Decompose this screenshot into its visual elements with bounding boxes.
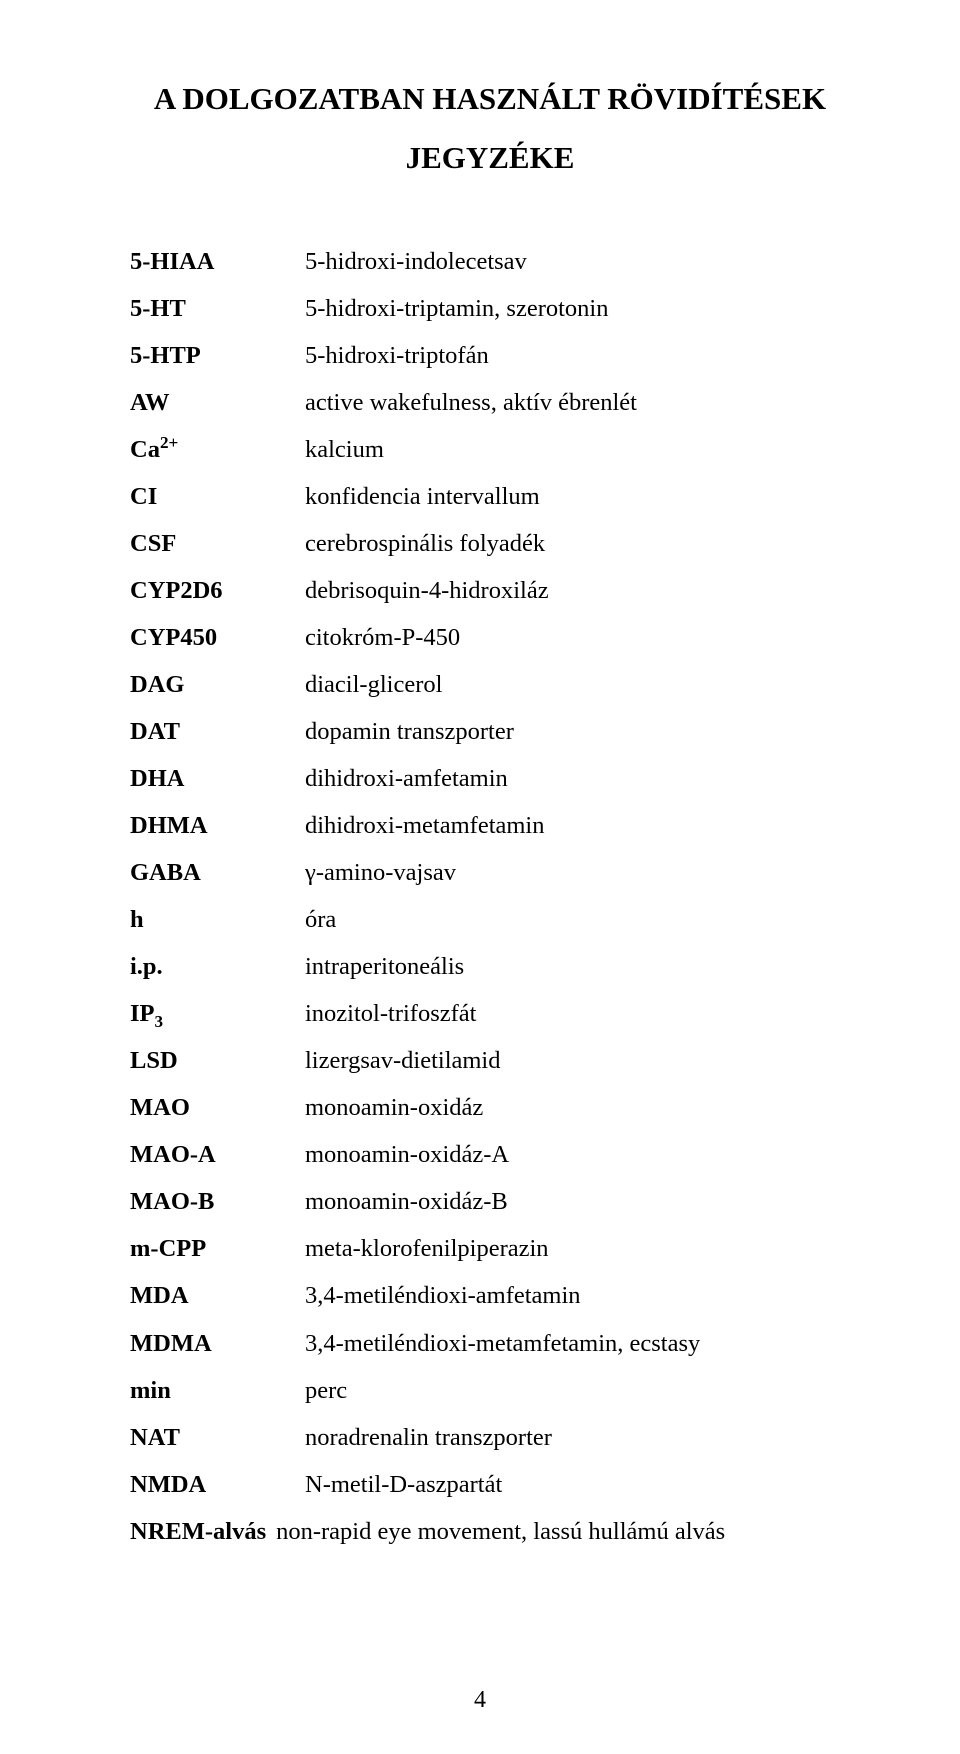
abbreviation-term: i.p. [130, 943, 305, 990]
abbreviation-row: IP3inozitol-trifoszfát [130, 990, 850, 1037]
abbreviation-superscript: 2+ [160, 433, 178, 452]
abbreviation-row: NATnoradrenalin transzporter [130, 1414, 850, 1461]
abbreviation-definition: γ-amino-vajsav [305, 849, 850, 896]
abbreviation-definition: dihidroxi-metamfetamin [305, 802, 850, 849]
abbreviation-definition: 5-hidroxi-indolecetsav [305, 238, 850, 285]
abbreviation-definition: active wakefulness, aktív ébrenlét [305, 379, 850, 426]
abbreviation-row: MAOmonoamin-oxidáz [130, 1084, 850, 1131]
abbreviation-term: MAO-B [130, 1178, 305, 1225]
abbreviation-row: CIkonfidencia intervallum [130, 473, 850, 520]
abbreviation-definition: monoamin-oxidáz-A [305, 1131, 850, 1178]
abbreviation-row: Ca2+kalcium [130, 426, 850, 473]
page-number: 4 [0, 1687, 960, 1714]
abbreviation-term: MDMA [130, 1320, 305, 1367]
abbreviation-definition: dihidroxi-amfetamin [305, 755, 850, 802]
abbreviation-row: DHAdihidroxi-amfetamin [130, 755, 850, 802]
abbreviation-term: CSF [130, 520, 305, 567]
abbreviation-term: 5-HT [130, 285, 305, 332]
title-line-1: A DOLGOZATBAN HASZNÁLT RÖVIDÍTÉSEK [154, 81, 826, 116]
abbreviation-term: 5-HIAA [130, 238, 305, 285]
abbreviation-row: MAO-Bmonoamin-oxidáz-B [130, 1178, 850, 1225]
abbreviation-definition: inozitol-trifoszfát [305, 990, 850, 1037]
abbreviation-definition: 5-hidroxi-triptofán [305, 332, 850, 379]
abbreviation-term: CI [130, 473, 305, 520]
abbreviation-row: m-CPPmeta-klorofenilpiperazin [130, 1225, 850, 1272]
abbreviation-row: 5-HTP5-hidroxi-triptofán [130, 332, 850, 379]
abbreviation-row: AWactive wakefulness, aktív ébrenlét [130, 379, 850, 426]
abbreviation-term: CYP450 [130, 614, 305, 661]
abbreviation-definition: intraperitoneális [305, 943, 850, 990]
abbreviation-term: NMDA [130, 1461, 305, 1508]
abbreviation-definition: óra [305, 896, 850, 943]
abbreviation-row: LSDlizergsav-dietilamid [130, 1037, 850, 1084]
abbreviation-definition: citokróm-P-450 [305, 614, 850, 661]
abbreviation-list: 5-HIAA5-hidroxi-indolecetsav5-HT5-hidrox… [130, 238, 850, 1555]
abbreviation-row: DAGdiacil-glicerol [130, 661, 850, 708]
abbreviation-row: DHMAdihidroxi-metamfetamin [130, 802, 850, 849]
abbreviation-subscript: 3 [155, 1012, 164, 1031]
abbreviation-definition: N-metil-D-aszpartát [305, 1461, 850, 1508]
abbreviation-row: CYP2D6debrisoquin-4-hidroxiláz [130, 567, 850, 614]
abbreviation-definition: dopamin transzporter [305, 708, 850, 755]
page-title: A DOLGOZATBAN HASZNÁLT RÖVIDÍTÉSEK JEGYZ… [130, 70, 850, 188]
abbreviation-term: AW [130, 379, 305, 426]
abbreviation-row: NMDAN-metil-D-aszpartát [130, 1461, 850, 1508]
abbreviation-term: DHA [130, 755, 305, 802]
abbreviation-definition: monoamin-oxidáz [305, 1084, 850, 1131]
abbreviation-term: min [130, 1367, 305, 1414]
abbreviation-row: MAO-Amonoamin-oxidáz-A [130, 1131, 850, 1178]
abbreviation-row: 5-HIAA5-hidroxi-indolecetsav [130, 238, 850, 285]
abbreviation-definition: debrisoquin-4-hidroxiláz [305, 567, 850, 614]
abbreviation-definition: monoamin-oxidáz-B [305, 1178, 850, 1225]
abbreviation-term: CYP2D6 [130, 567, 305, 614]
abbreviation-term: IP3 [130, 990, 305, 1037]
abbreviation-row: GABAγ-amino-vajsav [130, 849, 850, 896]
abbreviation-definition: 5-hidroxi-triptamin, szerotonin [305, 285, 850, 332]
abbreviation-term: Ca2+ [130, 426, 305, 473]
abbreviation-row: NREM-alvásnon-rapid eye movement, lassú … [130, 1508, 850, 1555]
document-page: A DOLGOZATBAN HASZNÁLT RÖVIDÍTÉSEK JEGYZ… [0, 0, 960, 1754]
abbreviation-row: DATdopamin transzporter [130, 708, 850, 755]
abbreviation-definition: cerebrospinális folyadék [305, 520, 850, 567]
abbreviation-row: MDA3,4-metiléndioxi-amfetamin [130, 1272, 850, 1319]
abbreviation-term: MAO [130, 1084, 305, 1131]
abbreviation-definition: meta-klorofenilpiperazin [305, 1225, 850, 1272]
title-line-2: JEGYZÉKE [406, 140, 575, 175]
abbreviation-definition: 3,4-metiléndioxi-amfetamin [305, 1272, 850, 1319]
abbreviation-row: minperc [130, 1367, 850, 1414]
abbreviation-term: DHMA [130, 802, 305, 849]
abbreviation-definition: lizergsav-dietilamid [305, 1037, 850, 1084]
abbreviation-definition: noradrenalin transzporter [305, 1414, 850, 1461]
abbreviation-definition: kalcium [305, 426, 850, 473]
abbreviation-term: GABA [130, 849, 305, 896]
abbreviation-definition: 3,4-metiléndioxi-metamfetamin, ecstasy [305, 1320, 850, 1367]
abbreviation-row: CSFcerebrospinális folyadék [130, 520, 850, 567]
abbreviation-definition: non-rapid eye movement, lassú hullámú al… [276, 1508, 850, 1555]
abbreviation-row: MDMA3,4-metiléndioxi-metamfetamin, ecsta… [130, 1320, 850, 1367]
abbreviation-row: i.p.intraperitoneális [130, 943, 850, 990]
abbreviation-row: 5-HT5-hidroxi-triptamin, szerotonin [130, 285, 850, 332]
abbreviation-term: m-CPP [130, 1225, 305, 1272]
abbreviation-row: CYP450citokróm-P-450 [130, 614, 850, 661]
abbreviation-definition: diacil-glicerol [305, 661, 850, 708]
abbreviation-term: LSD [130, 1037, 305, 1084]
abbreviation-term: MDA [130, 1272, 305, 1319]
abbreviation-term: DAT [130, 708, 305, 755]
abbreviation-definition: perc [305, 1367, 850, 1414]
abbreviation-row: hóra [130, 896, 850, 943]
abbreviation-term: h [130, 896, 305, 943]
abbreviation-term: NAT [130, 1414, 305, 1461]
abbreviation-term: MAO-A [130, 1131, 305, 1178]
abbreviation-term: DAG [130, 661, 305, 708]
abbreviation-term: 5-HTP [130, 332, 305, 379]
abbreviation-term: NREM-alvás [130, 1508, 276, 1555]
abbreviation-definition: konfidencia intervallum [305, 473, 850, 520]
